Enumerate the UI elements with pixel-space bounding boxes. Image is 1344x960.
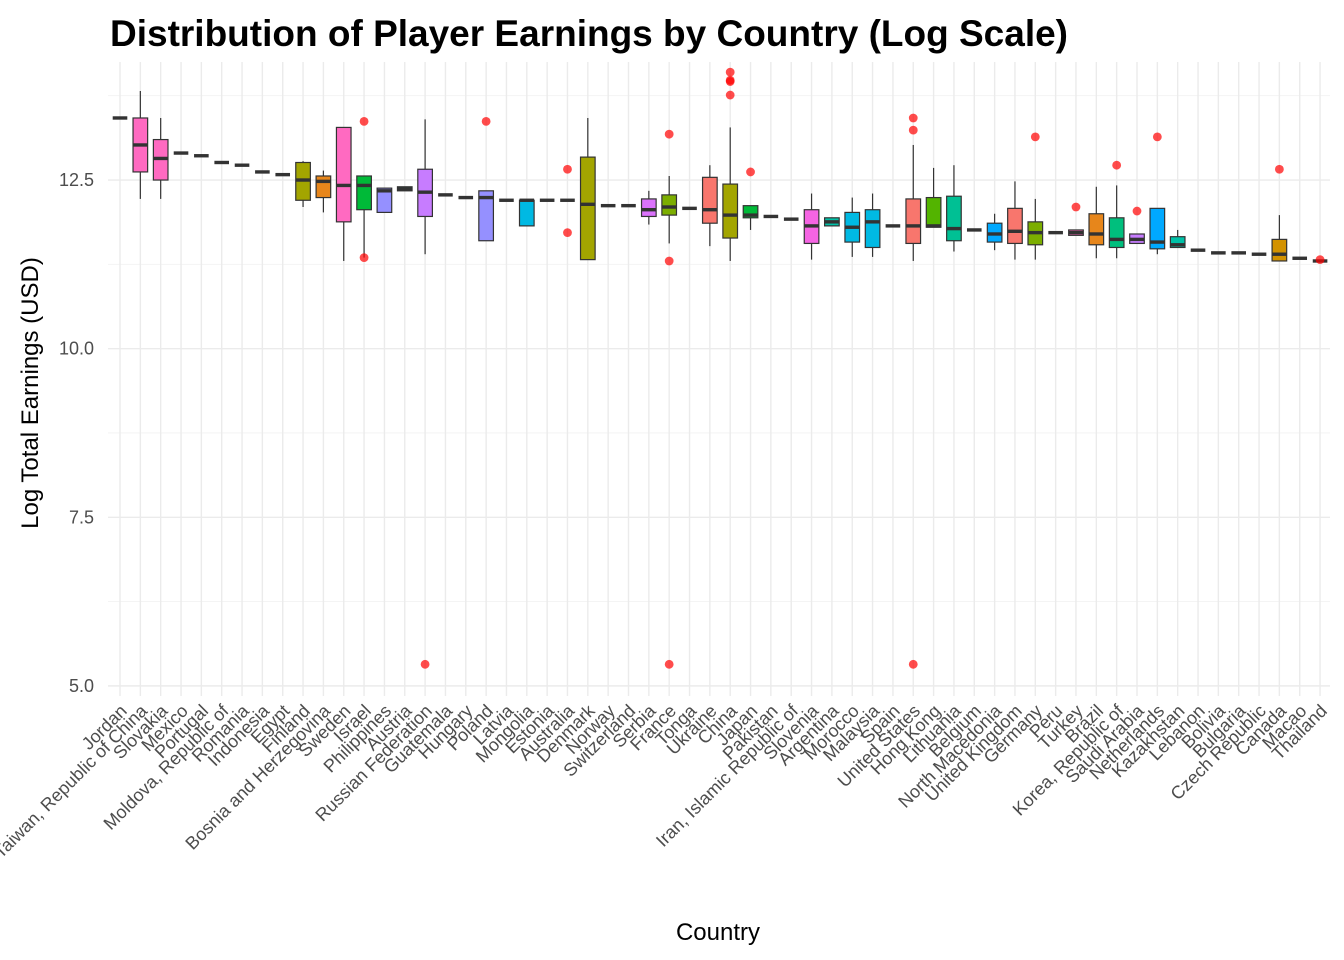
box-40 <box>925 167 942 228</box>
box-body <box>478 190 495 242</box>
outlier-point <box>1112 160 1122 170</box>
outlier-point <box>908 125 918 135</box>
outlier-point <box>746 167 755 177</box>
y-tick-label: 12.5 <box>59 170 94 190</box>
box-20 <box>518 198 535 227</box>
outlier-point <box>664 659 674 669</box>
box-body <box>925 196 942 228</box>
box-30 <box>722 67 739 261</box>
outlier-point <box>1315 255 1325 265</box>
box-body <box>640 198 657 218</box>
grid <box>108 62 1330 696</box>
box-9 <box>295 161 311 208</box>
box-10 <box>315 170 332 213</box>
box-35 <box>823 217 840 227</box>
box-body <box>1149 207 1166 250</box>
box-44 <box>1007 181 1023 260</box>
box-41 <box>946 165 962 252</box>
x-tick-label: Taiwan, Republic of China <box>0 700 152 862</box>
outlier-point <box>664 256 674 266</box>
box-body <box>579 156 596 261</box>
outlier-point <box>563 164 572 174</box>
box-body <box>356 175 372 211</box>
box-52 <box>1169 229 1186 249</box>
outlier-point <box>563 228 572 238</box>
box-29 <box>701 165 718 247</box>
box-body <box>946 195 962 242</box>
outlier-point <box>1030 132 1040 142</box>
box-37 <box>864 193 881 257</box>
box-26 <box>640 190 657 225</box>
outlier-point <box>359 253 369 262</box>
box-body <box>335 126 352 223</box>
box-59 <box>1312 255 1328 265</box>
box-47 <box>1068 202 1084 236</box>
box-11 <box>335 126 352 261</box>
box-45 <box>1027 132 1044 260</box>
outlier-point <box>1152 132 1162 142</box>
box-13 <box>376 187 393 214</box>
box-14 <box>396 186 413 192</box>
box-34 <box>803 193 820 260</box>
box-36 <box>844 197 861 257</box>
box-body <box>864 209 881 249</box>
box-12 <box>356 116 372 262</box>
box-31 <box>742 167 759 230</box>
box-body <box>376 187 393 214</box>
box-15 <box>417 119 433 669</box>
box-body <box>1108 217 1125 249</box>
outlier-point <box>725 90 735 100</box>
box-50 <box>1129 206 1145 245</box>
box-body <box>722 183 739 239</box>
box-57 <box>1271 164 1288 262</box>
box-body <box>1088 213 1105 246</box>
box-22 <box>560 164 575 238</box>
outlier-point <box>725 67 735 77</box>
box-body <box>661 194 678 216</box>
y-axis-title: Log Total Earnings (USD) <box>17 257 44 529</box>
y-axis-ticks: 5.0 7.5 10.0 12.5 <box>59 170 94 696</box>
outlier-point <box>1071 202 1081 212</box>
box-51 <box>1149 132 1166 255</box>
y-tick-label: 7.5 <box>69 507 94 527</box>
box-23 <box>579 117 596 261</box>
outlier-point <box>1132 206 1142 216</box>
outlier-point <box>664 129 674 139</box>
y-tick-label: 5.0 <box>69 676 94 696</box>
y-tick-label: 10.0 <box>59 339 94 359</box>
outlier-point <box>725 77 735 86</box>
box-body <box>315 175 332 199</box>
box-2 <box>152 117 169 199</box>
outlier-point <box>908 113 918 123</box>
box-43 <box>986 213 1003 251</box>
box-body <box>518 199 535 227</box>
box-body <box>701 176 718 224</box>
box-1 <box>132 91 149 199</box>
outlier-point <box>359 116 369 126</box>
box-39 <box>905 113 922 669</box>
box-body <box>905 198 922 245</box>
box-body <box>1007 207 1023 245</box>
box-48 <box>1088 186 1105 259</box>
chart-title: Distribution of Player Earnings by Count… <box>110 13 1068 54</box>
x-axis-title: Country <box>676 919 760 946</box>
box-18 <box>478 116 495 242</box>
outlier-point <box>908 659 918 669</box>
outlier-point <box>420 659 430 669</box>
box-49 <box>1108 160 1125 259</box>
outlier-point <box>481 116 491 126</box>
box-plot-marks <box>112 67 1328 669</box>
box-body <box>1169 236 1186 249</box>
box-body <box>1271 238 1288 262</box>
outlier-point <box>1274 164 1284 174</box>
box-27 <box>661 129 678 669</box>
